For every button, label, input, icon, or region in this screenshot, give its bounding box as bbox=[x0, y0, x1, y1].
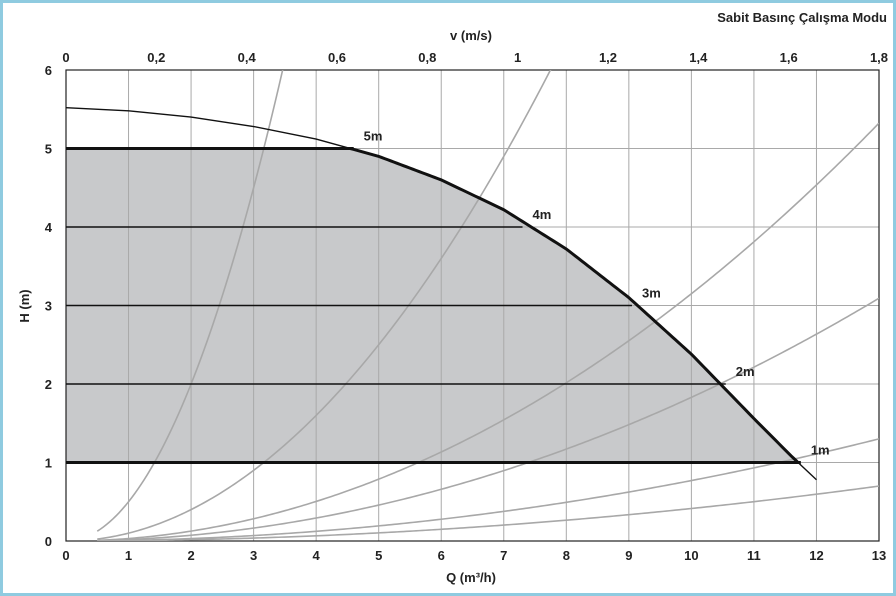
system-curve bbox=[97, 297, 879, 541]
pressure-label: 4m bbox=[533, 207, 552, 222]
y-axis-label: H (m) bbox=[17, 289, 32, 322]
top-tick-label: 1 bbox=[514, 50, 521, 65]
x-tick-label: 1 bbox=[125, 548, 132, 563]
top-tick-label: 0,4 bbox=[238, 50, 257, 65]
pressure-label: 3m bbox=[642, 286, 661, 301]
top-axis-label: v (m/s) bbox=[450, 28, 492, 43]
x-tick-label: 5 bbox=[375, 548, 382, 563]
top-tick-label: 1,4 bbox=[689, 50, 708, 65]
x-tick-label: 7 bbox=[500, 548, 507, 563]
top-tick-label: 1,8 bbox=[870, 50, 888, 65]
system-curve bbox=[97, 122, 879, 541]
system-curves bbox=[96, 70, 879, 541]
top-tick-label: 0,8 bbox=[418, 50, 436, 65]
top-tick-label: 0,2 bbox=[147, 50, 165, 65]
x-tick-label: 0 bbox=[62, 548, 69, 563]
x-tick-label: 4 bbox=[313, 548, 321, 563]
system-curve bbox=[97, 438, 879, 541]
x-tick-label: 11 bbox=[747, 548, 761, 563]
chart-title: Sabit Basınç Çalışma Modu bbox=[717, 10, 887, 25]
x-tick-label: 8 bbox=[563, 548, 570, 563]
x-tick-label: 9 bbox=[625, 548, 632, 563]
system-curve bbox=[96, 70, 284, 532]
x-tick-label: 13 bbox=[872, 548, 886, 563]
system-curve bbox=[97, 485, 879, 541]
y-tick-label: 3 bbox=[45, 299, 52, 314]
y-tick-label: 2 bbox=[45, 377, 52, 392]
pressure-label: 5m bbox=[364, 129, 383, 144]
operating-boundary bbox=[349, 147, 799, 463]
x-tick-label: 12 bbox=[809, 548, 823, 563]
x-tick-label: 2 bbox=[187, 548, 194, 563]
x-axis-label: Q (m³/h) bbox=[446, 570, 496, 585]
x-tick-label: 6 bbox=[438, 548, 445, 563]
y-tick-label: 0 bbox=[45, 534, 52, 549]
x-tick-label: 3 bbox=[250, 548, 257, 563]
top-tick-label: 1,2 bbox=[599, 50, 617, 65]
x-tick-label: 10 bbox=[684, 548, 698, 563]
y-tick-label: 4 bbox=[45, 220, 53, 235]
system-curve bbox=[97, 70, 552, 540]
top-tick-label: 0,6 bbox=[328, 50, 346, 65]
pressure-label: 2m bbox=[736, 364, 755, 379]
y-tick-label: 6 bbox=[45, 63, 52, 78]
top-tick-label: 1,6 bbox=[780, 50, 798, 65]
pressure-label: 1m bbox=[811, 443, 830, 458]
y-tick-label: 1 bbox=[45, 456, 52, 471]
y-tick-label: 5 bbox=[45, 142, 52, 157]
top-tick-label: 0 bbox=[62, 50, 69, 65]
